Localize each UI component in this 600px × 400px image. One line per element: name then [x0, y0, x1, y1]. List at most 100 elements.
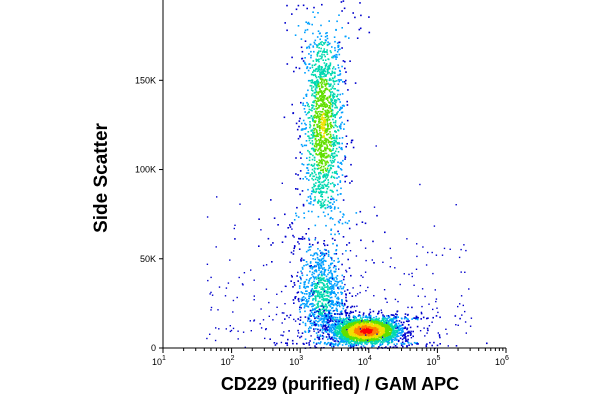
event-dot	[327, 179, 329, 181]
event-dot	[338, 221, 341, 224]
event-dot	[359, 27, 362, 30]
event-dot	[455, 345, 458, 347]
event-dot	[309, 340, 311, 342]
event-dot	[331, 274, 333, 276]
event-dot	[329, 102, 331, 104]
event-dot	[325, 157, 327, 159]
event-dot	[313, 69, 315, 72]
event-dot	[316, 261, 318, 264]
event-dot	[344, 156, 347, 159]
event-dot	[324, 130, 327, 133]
event-dot	[403, 342, 406, 345]
event-dot	[326, 244, 329, 246]
event-dot	[340, 329, 342, 332]
event-dot	[341, 263, 343, 266]
event-dot	[314, 307, 316, 310]
event-dot	[315, 270, 318, 273]
event-dot	[309, 313, 311, 315]
event-dot	[380, 336, 382, 338]
event-dot	[352, 345, 355, 348]
event-dot	[360, 323, 362, 326]
event-dot	[339, 101, 341, 103]
event-dot	[390, 338, 393, 340]
event-dot	[371, 331, 373, 333]
event-dot	[315, 134, 318, 137]
event-dot	[385, 317, 387, 320]
event-dot	[307, 305, 309, 308]
event-dot	[301, 292, 304, 294]
event-dot	[349, 334, 352, 336]
event-dot	[320, 126, 322, 128]
event-dot	[341, 341, 343, 343]
event-dot	[314, 150, 316, 152]
event-dot	[330, 126, 333, 129]
event-dot	[328, 281, 330, 284]
event-dot	[366, 318, 369, 321]
event-dot	[346, 306, 348, 309]
event-dot	[308, 293, 311, 296]
event-dot	[318, 258, 321, 261]
event-dot	[320, 252, 322, 254]
event-dot	[387, 315, 390, 317]
event-dot	[367, 327, 369, 330]
event-dot	[392, 338, 394, 341]
event-dot	[319, 171, 321, 174]
event-dot	[350, 321, 352, 323]
event-dot	[312, 293, 314, 295]
event-dot	[320, 95, 322, 97]
event-dot	[367, 331, 369, 334]
event-dot	[312, 305, 314, 307]
event-dot	[349, 328, 351, 330]
event-dot	[317, 291, 320, 293]
event-dot	[322, 305, 325, 308]
event-dot	[332, 345, 335, 348]
event-dot	[336, 308, 338, 311]
event-dot	[313, 115, 316, 117]
event-dot	[399, 327, 402, 330]
event-dot	[315, 90, 318, 93]
event-dot	[328, 43, 330, 46]
event-dot	[337, 257, 339, 260]
event-dot	[330, 257, 333, 259]
event-dot	[315, 190, 318, 192]
event-dot	[346, 343, 348, 345]
event-dot	[407, 320, 409, 323]
event-dot	[340, 339, 343, 342]
event-dot	[339, 93, 341, 96]
event-dot	[321, 205, 323, 208]
event-dot	[304, 72, 306, 74]
event-dot	[323, 310, 325, 312]
event-dot	[315, 84, 317, 87]
event-dot	[313, 164, 315, 167]
event-dot	[299, 276, 301, 278]
event-dot	[382, 314, 384, 316]
event-dot	[320, 100, 323, 102]
event-dot	[344, 60, 346, 63]
event-dot	[363, 341, 365, 343]
event-dot	[322, 99, 324, 101]
event-dot	[291, 13, 293, 15]
event-dot	[324, 303, 327, 305]
event-dot	[407, 338, 409, 341]
event-dot	[322, 299, 325, 302]
event-dot	[320, 294, 322, 296]
event-dot	[372, 339, 375, 342]
event-dot	[335, 199, 338, 202]
event-dot	[314, 88, 317, 90]
event-dot	[333, 334, 336, 337]
event-dot	[314, 258, 317, 261]
event-dot	[318, 184, 320, 186]
event-dot	[355, 223, 358, 226]
event-dot	[350, 141, 353, 144]
event-dot	[313, 129, 315, 132]
event-dot	[295, 173, 297, 175]
event-dot	[340, 280, 343, 282]
event-dot	[351, 295, 354, 297]
event-dot	[336, 316, 339, 319]
event-dot	[323, 160, 326, 162]
event-dot	[317, 276, 319, 279]
event-dot	[378, 332, 381, 335]
event-dot	[359, 330, 361, 333]
event-dot	[341, 137, 344, 139]
event-dot	[313, 16, 316, 18]
